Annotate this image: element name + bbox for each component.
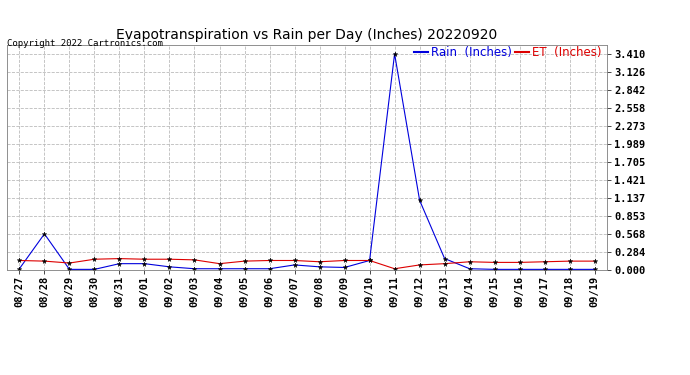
Text: Copyright 2022 Cartronics.com: Copyright 2022 Cartronics.com: [7, 39, 163, 48]
Legend: Rain  (Inches), ET  (Inches): Rain (Inches), ET (Inches): [414, 46, 601, 59]
Title: Evapotranspiration vs Rain per Day (Inches) 20220920: Evapotranspiration vs Rain per Day (Inch…: [117, 28, 497, 42]
